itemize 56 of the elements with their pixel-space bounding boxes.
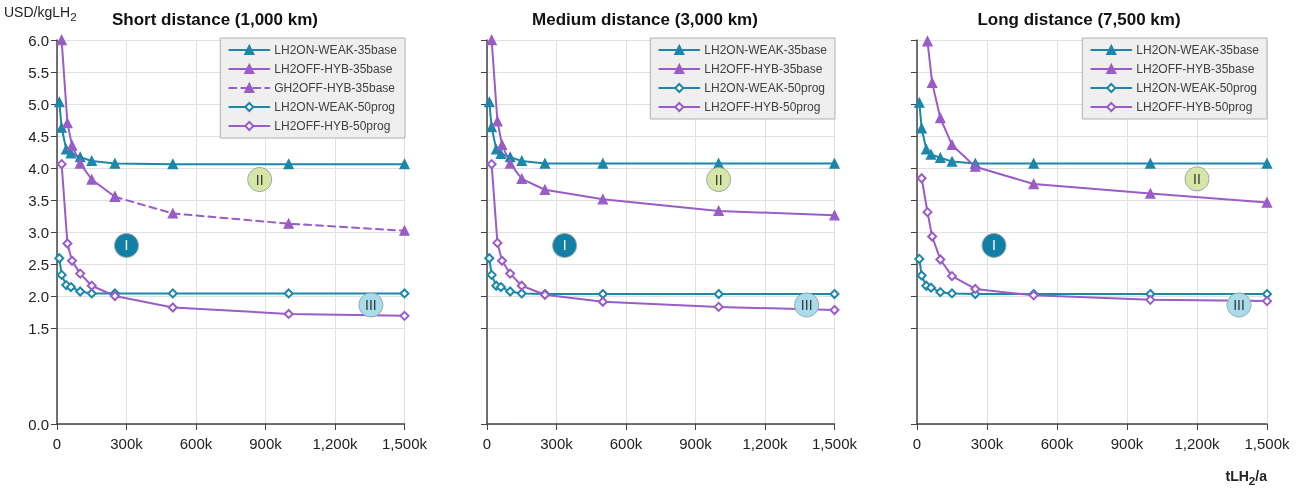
x-tick-label: 1,200k bbox=[312, 435, 358, 452]
annotation: I bbox=[124, 237, 129, 254]
x-tick-label: 1,500k bbox=[381, 435, 428, 452]
annotation: III bbox=[800, 296, 813, 313]
y-tick-label: 1.5 bbox=[28, 319, 49, 337]
chart-title: Long distance (7,500 km) bbox=[977, 10, 1181, 29]
legend-label: LH2ON-WEAK-35base bbox=[274, 43, 398, 57]
y-tick-label: 2.0 bbox=[28, 287, 49, 305]
x-tick-label: 1,200k bbox=[742, 435, 788, 452]
annotation: III bbox=[1233, 296, 1245, 313]
x-tick-label: 900k bbox=[1110, 435, 1144, 452]
x-tick-label: 900k bbox=[249, 435, 283, 452]
legend-label: LH2OFF-HYB-50prog bbox=[274, 119, 391, 133]
y-tick-label: 5.5 bbox=[28, 63, 49, 81]
x-tick-label: 300k bbox=[970, 435, 1004, 452]
x-tick-label: 600k bbox=[179, 435, 213, 452]
legend-label: GH2OFF-HYB-35base bbox=[274, 81, 396, 95]
y-tick-label: 2.5 bbox=[28, 255, 49, 273]
chart-title: Short distance (1,000 km) bbox=[112, 10, 318, 29]
annotation: I bbox=[992, 237, 996, 254]
annotation: II bbox=[714, 171, 723, 188]
x-axis-title: tLH$_{2}$/a bbox=[1225, 468, 1267, 487]
x-tick-label: 600k bbox=[1040, 435, 1074, 452]
legend-label: LH2ON-WEAK-35base bbox=[1136, 43, 1260, 57]
y-tick-label: 0.0 bbox=[28, 415, 49, 433]
annotation: II bbox=[255, 171, 264, 188]
legend-label: LH2ON-WEAK-35base bbox=[704, 43, 828, 57]
chart-title: Medium distance (3,000 km) bbox=[532, 10, 758, 29]
legend-label: LH2OFF-HYB-35base bbox=[704, 62, 823, 76]
annotation: III bbox=[365, 296, 377, 313]
x-tick-label: 0 bbox=[912, 435, 922, 452]
y-tick-label: 4.0 bbox=[28, 159, 49, 177]
legend-label: LH2ON-WEAK-50prog bbox=[704, 81, 826, 95]
x-tick-label: 300k bbox=[540, 435, 574, 452]
y-axis-title: USD/kgLH$_{2}$ bbox=[4, 4, 77, 23]
x-tick-label: 1,500k bbox=[811, 435, 858, 452]
legend-label: LH2OFF-HYB-50prog bbox=[1136, 100, 1253, 114]
y-tick-label: 3.5 bbox=[28, 191, 49, 209]
y-tick-label: 6.0 bbox=[28, 31, 49, 49]
y-tick-label: 3.0 bbox=[28, 223, 49, 241]
legend-label: LH2OFF-HYB-35base bbox=[274, 62, 393, 76]
x-tick-label: 1,500k bbox=[1244, 435, 1291, 452]
x-tick-label: 1,200k bbox=[1174, 435, 1221, 452]
legend-label: LH2OFF-HYB-35base bbox=[1136, 62, 1255, 76]
legend-label: LH2ON-WEAK-50prog bbox=[1136, 81, 1258, 95]
annotation: II bbox=[1193, 170, 1201, 187]
x-tick-label: 0 bbox=[482, 435, 492, 452]
x-tick-label: 300k bbox=[110, 435, 144, 452]
legend-label: LH2OFF-HYB-50prog bbox=[704, 100, 821, 114]
x-tick-label: 600k bbox=[609, 435, 643, 452]
x-tick-label: 0 bbox=[52, 435, 62, 452]
x-tick-label: 900k bbox=[679, 435, 713, 452]
annotation: I bbox=[562, 237, 567, 254]
legend-label: LH2ON-WEAK-50prog bbox=[274, 100, 396, 114]
y-tick-label: 5.0 bbox=[28, 95, 49, 113]
y-tick-label: 4.5 bbox=[28, 127, 49, 145]
